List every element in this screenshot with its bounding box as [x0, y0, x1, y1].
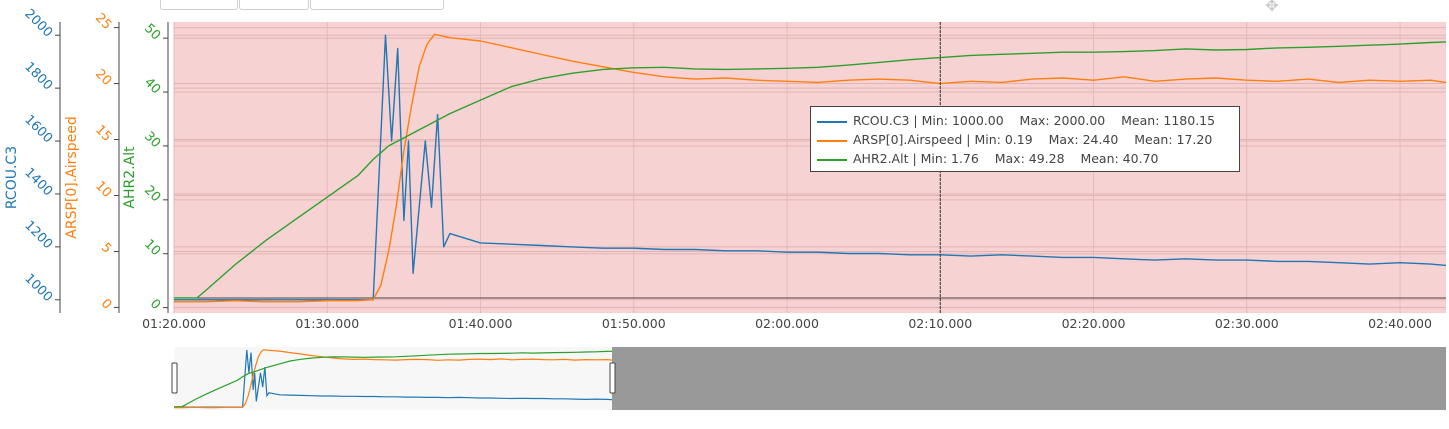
x-tick-label-5: 02:10.000 — [908, 316, 972, 331]
y-tick-label-arsp-1: 5 — [98, 240, 114, 256]
y-tick-label-ahr2-5: 50 — [141, 21, 163, 43]
y-tick-label-arsp-0: 0 — [98, 296, 114, 312]
legend-swatch-ahr2 — [817, 158, 847, 161]
x-tick-label-4: 02:00.000 — [755, 316, 819, 331]
y-tick-label-rcou-4: 1800 — [21, 59, 55, 93]
x-tick-label-0: 01:20.000 — [142, 316, 206, 331]
legend-swatch-rcou — [817, 120, 847, 123]
range-slider[interactable] — [171, 347, 1446, 410]
y-tick-label-ahr2-3: 30 — [141, 129, 163, 151]
y-axis-title-arsp: ARSP[0].Airspeed — [64, 116, 80, 238]
y-tick-label-arsp-4: 20 — [92, 67, 114, 89]
y-tick-label-arsp-5: 25 — [92, 11, 114, 33]
legend-entry-ahr2: AHR2.Alt | Min: 1.76 Max: 49.28 Mean: 40… — [817, 151, 1158, 167]
toolbar-tab-1[interactable] — [160, 0, 238, 10]
range-slider-line-arsp — [174, 349, 613, 409]
series-line-ahr2 — [174, 41, 1447, 299]
y-axis-title-ahr2: AHR2.Alt — [122, 146, 138, 209]
x-tick-label-3: 01:50.000 — [602, 316, 666, 331]
range-slider-mask — [612, 347, 1446, 410]
range-slider-handle-right[interactable] — [609, 362, 616, 394]
toolbar-tab-2[interactable] — [239, 0, 309, 10]
legend-text-rcou: RCOU.C3 | Min: 1000.00 Max: 2000.00 Mean… — [853, 113, 1216, 128]
y-tick-label-rcou-2: 1400 — [21, 165, 55, 199]
x-tick-label-7: 02:30.000 — [1215, 316, 1279, 331]
x-axis: 01:20.000 01:30.000 01:40.000 01:50.000 02:0… — [142, 316, 1432, 331]
toolbar-tab-3[interactable] — [310, 0, 444, 10]
y-axis-title-rcou: RCOU.C3 — [4, 146, 20, 209]
legend-text-arsp: ARSP[0].Airspeed | Min: 0.19 Max: 24.40 … — [853, 132, 1213, 147]
y-tick-label-arsp-3: 15 — [92, 123, 114, 145]
y-tick-label-rcou-0: 1000 — [21, 271, 55, 305]
y-tick-label-rcou-5: 2000 — [21, 7, 55, 41]
legend-swatch-arsp — [817, 139, 847, 142]
y-tick-label-ahr2-4: 40 — [141, 75, 163, 97]
series-lines — [174, 33, 1447, 303]
y-axes: 1000 1200 1400 1600 1800 2000 RCOU.C3 0 5 10 15 20 2… — [4, 7, 169, 313]
legend-text-ahr2: AHR2.Alt | Min: 1.76 Max: 49.28 Mean: 40… — [853, 151, 1159, 166]
series-line-rcou — [174, 34, 1447, 301]
x-tick-label-6: 02:20.000 — [1062, 316, 1126, 331]
y-tick-label-rcou-1: 1200 — [21, 218, 55, 252]
legend-entry-rcou: RCOU.C3 | Min: 1000.00 Max: 2000.00 Mean… — [817, 113, 1215, 129]
y-tick-label-arsp-2: 10 — [92, 178, 114, 200]
legend-entry-arsp: ARSP[0].Airspeed | Min: 0.19 Max: 24.40 … — [817, 132, 1212, 148]
x-tick-label-1: 01:30.000 — [295, 316, 359, 331]
y-tick-label-rcou-3: 1600 — [21, 112, 55, 146]
x-tick-label-8: 02:40.000 — [1368, 316, 1432, 331]
y-tick-label-ahr2-0: 0 — [147, 296, 163, 312]
y-tick-label-ahr2-1: 10 — [141, 237, 163, 259]
range-slider-line-ahr2 — [174, 350, 613, 408]
move-icon[interactable]: ✥ — [1265, 0, 1279, 15]
legend: RCOU.C3 | Min: 1000.00 Max: 2000.00 Mean… — [810, 106, 1240, 172]
x-tick-label-2: 01:40.000 — [449, 316, 513, 331]
range-slider-handle-left[interactable] — [171, 362, 178, 394]
y-tick-label-ahr2-2: 20 — [141, 183, 163, 205]
series-line-arsp — [174, 33, 1447, 303]
